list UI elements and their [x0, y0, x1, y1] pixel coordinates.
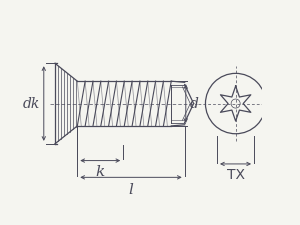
Text: d: d	[190, 97, 199, 110]
Text: dk: dk	[22, 97, 40, 110]
Text: TX: TX	[226, 168, 244, 182]
Text: k: k	[96, 165, 105, 179]
Text: l: l	[129, 183, 134, 197]
